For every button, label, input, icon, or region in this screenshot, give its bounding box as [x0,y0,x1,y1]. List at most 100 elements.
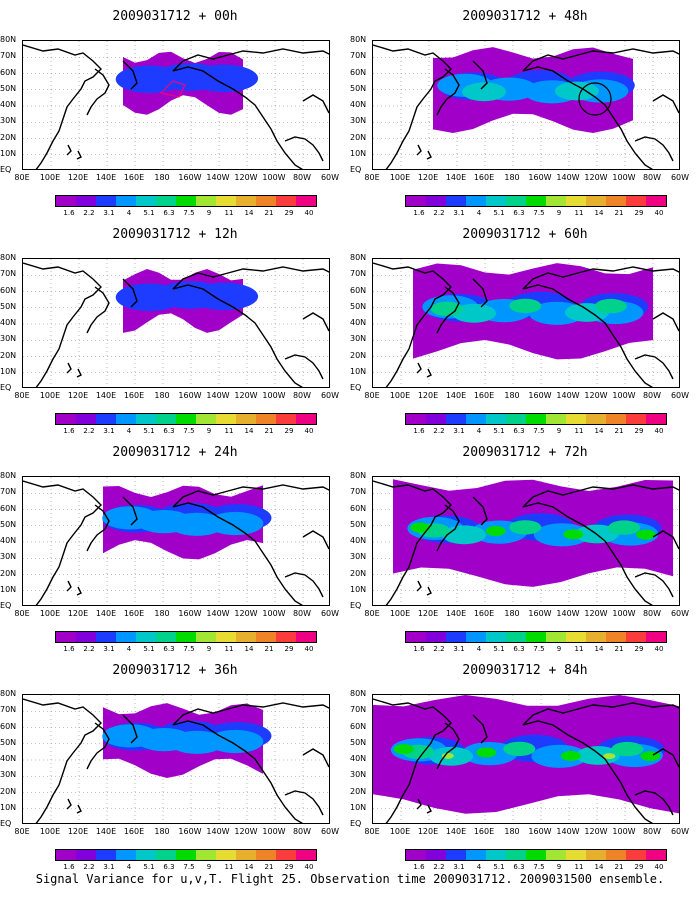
coastline [66,362,72,374]
longitude-label: 160W [528,827,552,836]
colorbar-swatch [276,414,296,424]
variance-contour-blob [575,746,620,765]
longitude-label: 180 [504,827,520,836]
longitude-label: 100W [262,609,286,618]
colorbar-label: 2.2 [433,209,445,217]
latitude-label: 40N [350,318,367,327]
colorbar-swatch [526,196,546,206]
longitude-label: 160E [473,827,495,836]
coastline [472,60,488,90]
colorbar-label: 6.3 [513,427,525,435]
colorbar-label: 6.3 [163,209,175,217]
colorbar-label: 9 [556,645,562,653]
latitude-label: 50N [0,301,17,311]
colorbar-label: 11 [574,645,584,653]
colorbar-swatch [96,632,116,642]
longitude-label: 80W [292,827,312,836]
colorbar-label: 21 [264,427,274,435]
latitude-label: 80N [0,35,17,44]
colorbar-label: 5.1 [143,209,155,217]
colorbar [55,413,317,425]
longitude-label: 120W [234,391,258,400]
longitude-label: 140E [445,827,467,836]
variance-map-svg [23,477,329,605]
longitude-label: 80W [292,391,312,400]
colorbar-label: 9 [556,427,562,435]
longitude-label: 160W [528,609,552,618]
longitude-label: 100E [39,391,61,400]
coastline [373,44,452,169]
longitude-label: 60W [320,827,340,836]
variance-contour-blob [503,741,536,757]
variance-map [372,258,680,388]
coastline [522,502,654,605]
colorbar-label: 1.6 [413,427,425,435]
coastline [172,48,329,72]
coastline [426,368,432,378]
latitude-label: 20N [0,786,17,796]
latitude-label: 50N [350,737,367,747]
coastline [634,354,674,380]
longitude-label: 120E [67,173,89,182]
colorbar-label: 5.1 [143,427,155,435]
coastline [426,150,432,160]
longitude-label: 140W [556,827,580,836]
longitude-label: 100W [262,391,286,400]
longitude-label: 100W [262,827,286,836]
colorbar-label: 3.1 [453,427,465,435]
longitude-label: 80E [14,173,30,182]
longitude-label: 160W [178,391,202,400]
colorbar-label: 7.5 [533,645,545,653]
coastline [23,698,102,823]
colorbar-label: 6.3 [163,863,175,871]
forecast-panel: 2009031712 + 60h 80N 70N 60N 50N 40N 30N 20N 10N… [350,218,700,443]
latitude-label: EQ [350,383,362,392]
longitude-label: 80E [364,391,380,400]
coastline [373,262,452,387]
colorbar-swatch [546,196,566,206]
colorbar-swatch [646,414,666,424]
longitude-label: 60W [320,609,340,618]
colorbar-label: 4 [126,863,132,871]
longitude-label: 100E [389,173,411,182]
longitude-label: 80W [642,827,662,836]
coastline [472,714,488,744]
coastline [436,722,460,770]
longitude-label: 160E [123,391,145,400]
colorbar [55,849,317,861]
colorbar [405,195,667,207]
colorbar-swatch [116,414,136,424]
variance-contour-blob [393,744,414,755]
colorbar-label: 9 [556,863,562,871]
longitude-label: 160W [528,391,552,400]
longitude-label: 60W [670,609,690,618]
colorbar-label: 7.5 [533,863,545,871]
latitude-label: 60N [0,721,17,731]
colorbar-label: 3.1 [103,863,115,871]
coastline [172,266,329,290]
colorbar-swatch [506,850,526,860]
colorbar-swatch [606,196,626,206]
colorbar-label: 6.3 [513,209,525,217]
colorbar-label: 7.5 [183,427,195,435]
longitude-label: 120W [234,827,258,836]
colorbar-label: 1.6 [63,209,75,217]
longitude-label: 120E [417,609,439,618]
colorbar-label: 4 [126,427,132,435]
coastline [634,572,674,598]
colorbar-label: 1.6 [413,863,425,871]
colorbar-swatch [426,850,446,860]
latitude-label: 20N [0,568,17,578]
variance-map-svg [373,477,679,605]
longitude-label: 120W [584,173,608,182]
colorbar-swatch [546,850,566,860]
longitude-label: 160E [473,173,495,182]
latitude-label: 60N [350,503,367,513]
colorbar-swatch [446,196,466,206]
variance-map-svg [373,41,679,169]
colorbar-swatch [406,632,426,642]
colorbar-swatch [236,850,256,860]
latitude-label: 30N [350,770,367,780]
variance-contour-blob [635,529,656,540]
forecast-panel: 2009031712 + 84h 80N 70N 60N 50N 40N 30N 20N 10N… [350,654,700,879]
